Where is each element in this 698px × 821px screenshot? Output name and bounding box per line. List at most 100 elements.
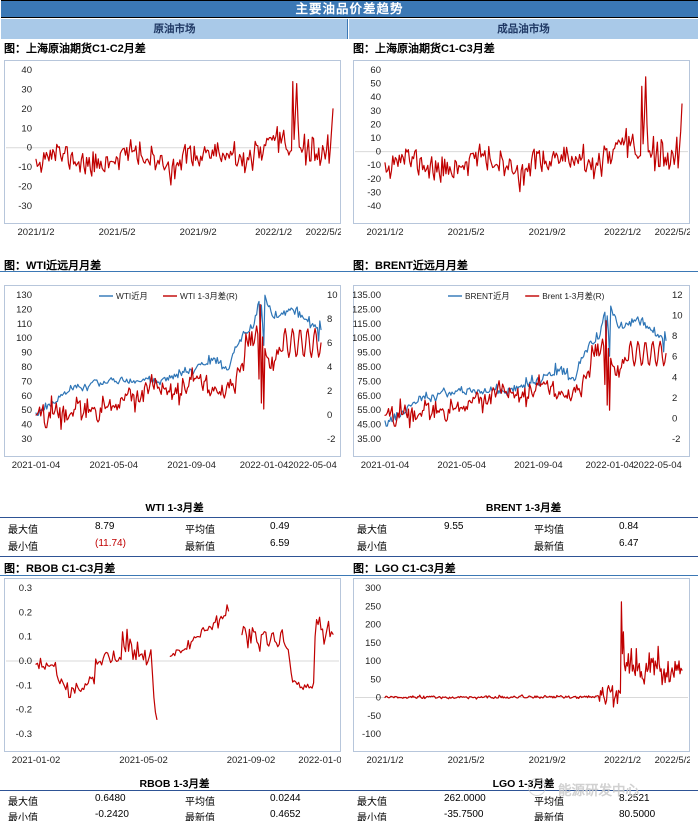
svg-text:2021/9/2: 2021/9/2: [529, 227, 566, 238]
svg-text:2: 2: [672, 393, 677, 404]
svg-text:0: 0: [672, 413, 677, 424]
svg-text:30: 30: [370, 106, 381, 117]
svg-text:100: 100: [365, 656, 381, 667]
svg-text:2021-09-04: 2021-09-04: [514, 460, 563, 471]
svg-text:75.00: 75.00: [357, 376, 381, 387]
svg-text:12: 12: [672, 290, 683, 301]
svg-text:-50: -50: [367, 711, 381, 722]
svg-text:8: 8: [672, 331, 677, 342]
svg-text:0: 0: [376, 147, 381, 158]
svg-text:70: 70: [21, 376, 32, 387]
svg-text:2021/1/2: 2021/1/2: [18, 227, 55, 238]
svg-text:2022/5/2: 2022/5/2: [306, 227, 341, 238]
svg-text:6: 6: [672, 352, 677, 363]
svg-text:-0.3: -0.3: [16, 729, 32, 740]
svg-text:10: 10: [370, 133, 381, 144]
svg-text:95.00: 95.00: [357, 348, 381, 359]
svg-text:130: 130: [16, 290, 32, 301]
svg-text:50: 50: [21, 405, 32, 416]
svg-text:60: 60: [370, 65, 381, 76]
svg-text:0.0: 0.0: [19, 656, 32, 667]
svg-text:10: 10: [21, 123, 32, 134]
svg-text:2021-05-04: 2021-05-04: [90, 460, 139, 471]
svg-text:30: 30: [21, 434, 32, 445]
svg-text:WTI 1-3月差(R): WTI 1-3月差(R): [180, 291, 238, 301]
svg-text:90: 90: [21, 348, 32, 359]
svg-text:2022-01-02: 2022-01-02: [298, 755, 341, 766]
svg-text:40: 40: [21, 65, 32, 76]
svg-text:2022-05-04: 2022-05-04: [288, 460, 337, 471]
svg-text:-0.1: -0.1: [16, 680, 32, 691]
svg-text:50: 50: [370, 674, 381, 685]
svg-text:115.00: 115.00: [353, 319, 381, 330]
svg-text:2021-01-04: 2021-01-04: [361, 460, 410, 471]
svg-text:-100: -100: [362, 729, 381, 740]
svg-text:55.00: 55.00: [357, 405, 381, 416]
svg-text:4: 4: [672, 372, 677, 383]
svg-text:10: 10: [327, 290, 338, 301]
svg-text:-2: -2: [672, 434, 680, 445]
svg-text:2022/5/2: 2022/5/2: [655, 227, 690, 238]
svg-text:45.00: 45.00: [357, 420, 381, 431]
svg-text:20: 20: [21, 104, 32, 115]
svg-text:-2: -2: [327, 434, 335, 445]
svg-text:2022/1/2: 2022/1/2: [604, 755, 641, 766]
svg-text:100: 100: [16, 333, 32, 344]
svg-text:6: 6: [327, 338, 332, 349]
svg-text:50: 50: [370, 79, 381, 90]
svg-text:2021/5/2: 2021/5/2: [448, 227, 485, 238]
svg-text:0.1: 0.1: [19, 632, 32, 643]
svg-text:2021/9/2: 2021/9/2: [529, 755, 566, 766]
svg-text:2021-09-04: 2021-09-04: [167, 460, 216, 471]
svg-text:-20: -20: [367, 174, 381, 185]
svg-text:2021/1/2: 2021/1/2: [367, 755, 404, 766]
svg-text:0.2: 0.2: [19, 607, 32, 618]
svg-text:200: 200: [365, 620, 381, 631]
svg-text:110: 110: [17, 319, 32, 330]
svg-text:-10: -10: [367, 160, 381, 171]
svg-text:2021-09-02: 2021-09-02: [227, 755, 276, 766]
svg-text:2021/5/2: 2021/5/2: [448, 755, 485, 766]
svg-text:-30: -30: [367, 187, 381, 198]
svg-text:BRENT近月: BRENT近月: [465, 291, 510, 301]
svg-text:8: 8: [327, 314, 332, 325]
svg-text:40: 40: [21, 420, 32, 431]
svg-text:300: 300: [365, 583, 381, 594]
svg-text:2021-01-02: 2021-01-02: [12, 755, 61, 766]
svg-text:2021-05-02: 2021-05-02: [119, 755, 168, 766]
svg-text:2021/1/2: 2021/1/2: [367, 227, 404, 238]
svg-text:-0.2: -0.2: [16, 705, 32, 716]
svg-text:Brent 1-3月差(R): Brent 1-3月差(R): [542, 291, 604, 301]
svg-text:0: 0: [327, 410, 332, 421]
svg-text:2: 2: [327, 386, 332, 397]
svg-text:2021/5/2: 2021/5/2: [99, 227, 136, 238]
svg-text:125.00: 125.00: [353, 304, 381, 315]
svg-text:10: 10: [672, 311, 683, 322]
svg-text:WTI近月: WTI近月: [116, 291, 148, 301]
svg-text:40: 40: [370, 92, 381, 103]
svg-text:-30: -30: [18, 201, 32, 212]
svg-text:120: 120: [16, 304, 32, 315]
svg-text:250: 250: [365, 601, 381, 612]
svg-text:2021-05-04: 2021-05-04: [437, 460, 486, 471]
svg-text:85.00: 85.00: [357, 362, 381, 373]
svg-text:2021/9/2: 2021/9/2: [180, 227, 217, 238]
svg-text:35.00: 35.00: [357, 434, 381, 445]
svg-text:30: 30: [21, 84, 32, 95]
svg-text:-40: -40: [367, 201, 381, 212]
svg-text:2022/1/2: 2022/1/2: [255, 227, 292, 238]
svg-text:135.00: 135.00: [353, 290, 381, 301]
svg-text:2022/5/2: 2022/5/2: [655, 755, 690, 766]
svg-text:4: 4: [327, 362, 332, 373]
svg-text:60: 60: [21, 391, 32, 402]
svg-text:80: 80: [21, 362, 32, 373]
svg-text:2022-01-04: 2022-01-04: [240, 460, 289, 471]
svg-text:150: 150: [365, 638, 381, 649]
svg-text:2022-01-04: 2022-01-04: [585, 460, 634, 471]
svg-text:-20: -20: [18, 182, 32, 193]
svg-text:2022-05-04: 2022-05-04: [633, 460, 682, 471]
svg-text:0: 0: [376, 693, 381, 704]
svg-text:0.3: 0.3: [19, 583, 32, 594]
svg-text:65.00: 65.00: [357, 391, 381, 402]
svg-text:0: 0: [27, 143, 32, 154]
